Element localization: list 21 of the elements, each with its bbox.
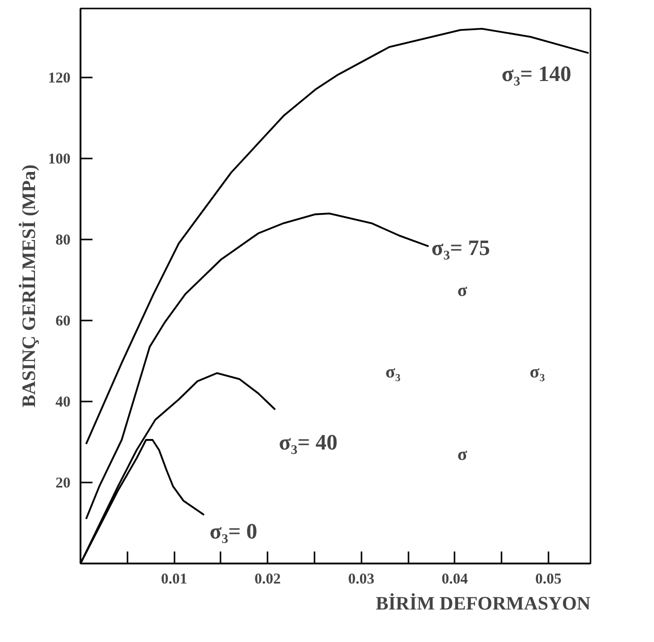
annotation: σ₃= 40	[278, 429, 338, 454]
annotation: σ	[457, 444, 468, 464]
y-tick-label: 80	[56, 232, 70, 248]
annotation: σ₃= 0	[210, 518, 258, 544]
annotation: σ	[457, 280, 468, 300]
y-tick-label: 60	[56, 313, 70, 330]
y-tick-label: 100	[48, 151, 70, 168]
x-axis-title: BİRİM DEFORMASYON	[376, 592, 591, 614]
x-tick-label: 0.02	[254, 572, 281, 588]
x-tick-label: 0.05	[535, 572, 562, 588]
annotation: σ₃	[385, 361, 402, 382]
y-tick-label: 20	[56, 475, 70, 492]
annotation: σ₃= 140	[502, 60, 572, 86]
y-tick-label: 40	[56, 394, 70, 410]
y-axis-title: BASINÇ GERİLMESİ (MPa)	[18, 164, 40, 408]
annotation: σ₃	[530, 361, 546, 382]
x-tick-label: 0.04	[442, 572, 468, 588]
annotation: σ₃= 75	[431, 235, 490, 260]
x-tick-label: 0.03	[348, 572, 374, 588]
y-tick-label: 120	[48, 70, 70, 86]
x-tick-label: 0.01	[160, 572, 188, 588]
